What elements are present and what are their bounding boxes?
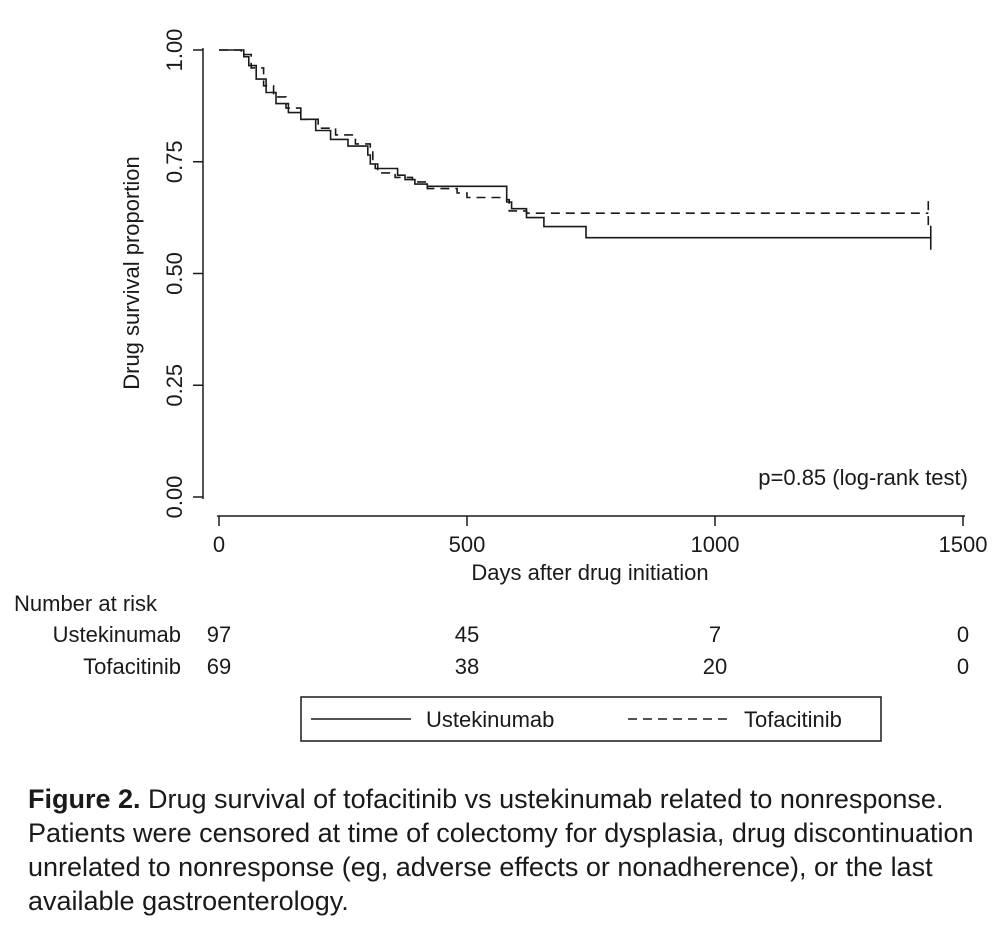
x-tick-label: 0	[213, 532, 225, 557]
x-tick-label: 1000	[691, 532, 740, 557]
legend-label-tofacitinib: Tofacitinib	[744, 707, 842, 732]
km-curve-tofacitinib	[219, 49, 929, 214]
risk-value: 20	[703, 654, 727, 679]
x-tick-label: 1500	[939, 532, 988, 557]
series-group	[219, 49, 932, 250]
legend-label-ustekinumab: Ustekinumab	[426, 707, 554, 732]
risk-row-label: Tofacitinib	[83, 654, 181, 679]
figure-caption: Figure 2. Drug survival of tofacitinib v…	[28, 782, 978, 918]
x-axis-label: Days after drug initiation	[471, 560, 708, 585]
y-tick-label: 1.00	[162, 29, 187, 72]
risk-value: 0	[957, 654, 969, 679]
risk-table-title: Number at risk	[14, 591, 158, 616]
y-axis-label: Drug survival proportion	[119, 156, 144, 390]
km-curve-ustekinumab	[219, 49, 931, 239]
caption-text: Drug survival of tofacitinib vs ustekinu…	[28, 784, 974, 916]
risk-row-label: Ustekinumab	[53, 622, 181, 647]
risk-table: Ustekinumab 97 45 7 0 Tofacitinib 69 38 20 0	[53, 622, 970, 679]
risk-value: 0	[957, 622, 969, 647]
y-tick-label: 0.00	[162, 476, 187, 519]
pvalue-annotation: p=0.85 (log-rank test)	[758, 465, 968, 490]
risk-value: 7	[709, 622, 721, 647]
legend: Ustekinumab Tofacitinib	[300, 696, 882, 742]
y-tick-label: 0.50	[162, 252, 187, 295]
risk-value: 97	[207, 622, 231, 647]
y-tick-label: 0.75	[162, 140, 187, 183]
risk-value: 69	[207, 654, 231, 679]
caption-label: Figure 2.	[28, 784, 141, 814]
y-tick-label: 0.25	[162, 364, 187, 407]
risk-value: 45	[455, 622, 479, 647]
axes: 0.00 0.25 0.50 0.75 1.00 0 500 1000 1500	[162, 29, 987, 557]
x-tick-label: 500	[449, 532, 486, 557]
risk-value: 38	[455, 654, 479, 679]
